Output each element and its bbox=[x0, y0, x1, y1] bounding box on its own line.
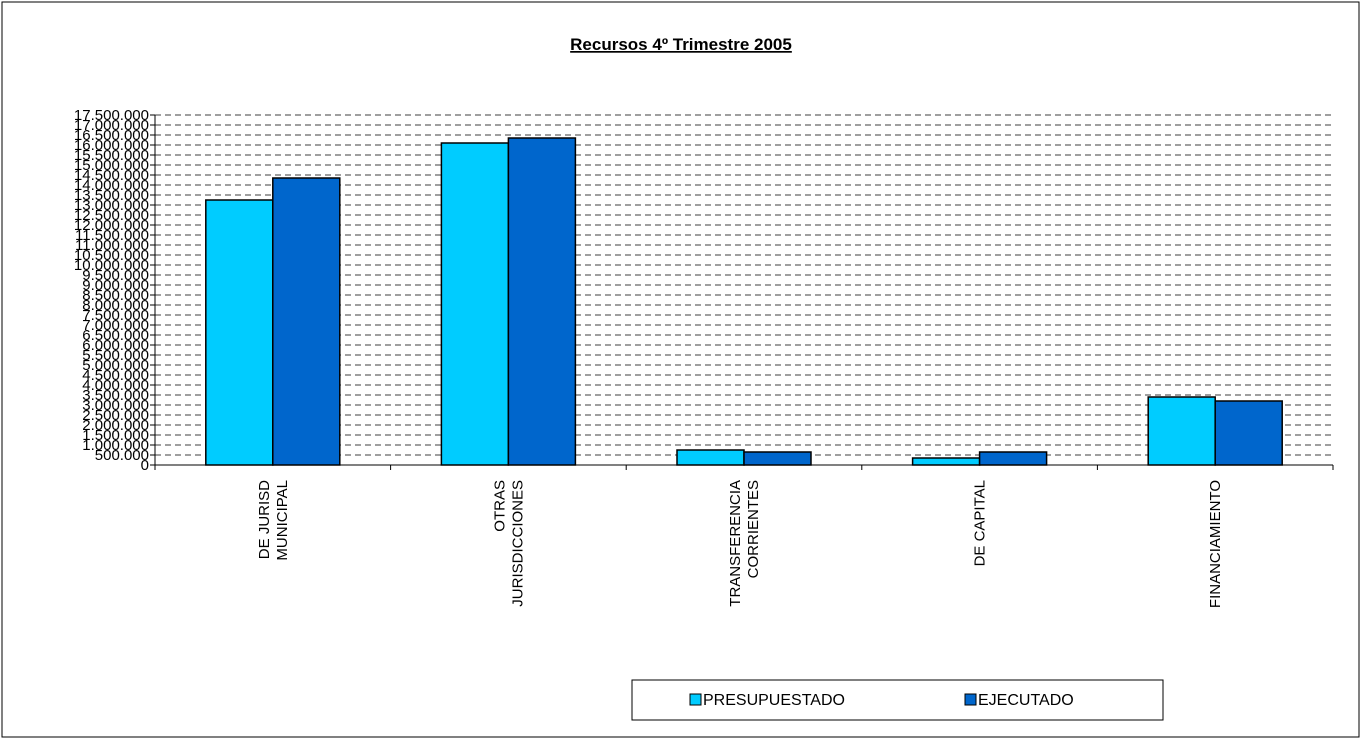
y-tick-label: 3.500.000 bbox=[82, 387, 149, 404]
y-tick-label: 5.000.000 bbox=[82, 357, 149, 374]
legend-label: PRESUPUESTADO bbox=[703, 692, 845, 709]
y-tick-label: 10.500.000 bbox=[74, 247, 149, 264]
y-tick-label: 13.500.000 bbox=[74, 187, 149, 204]
x-tick-label: DE JURISDMUNICIPAL bbox=[256, 480, 291, 561]
y-tick-label: 8.000.000 bbox=[82, 297, 149, 314]
y-tick-label: 4.000.000 bbox=[82, 377, 149, 394]
bar bbox=[676, 449, 745, 466]
y-tick-label: 11.500.000 bbox=[75, 227, 149, 244]
y-tick-label: 0 bbox=[141, 457, 149, 474]
bar bbox=[743, 451, 812, 466]
bar bbox=[1214, 400, 1283, 466]
y-tick-label: 6.500.000 bbox=[82, 327, 149, 344]
y-tick-label: 16.500.000 bbox=[74, 127, 149, 144]
y-tick-label: 16.000.000 bbox=[74, 137, 149, 154]
y-tick-label: 17.500.000 bbox=[74, 107, 149, 124]
chart-title: Recursos 4º Trimestre 2005 bbox=[570, 35, 792, 54]
bar bbox=[272, 177, 341, 466]
y-tick-label: 14.000.000 bbox=[74, 177, 149, 194]
y-tick-label: 7.000.000 bbox=[82, 317, 149, 334]
y-tick-label: 12.000.000 bbox=[74, 217, 149, 234]
plot-area bbox=[155, 115, 1333, 465]
y-tick-label: 10.000.000 bbox=[74, 257, 149, 274]
y-tick-label: 3.000.000 bbox=[82, 397, 149, 414]
legend-label: EJECUTADO bbox=[978, 692, 1074, 709]
y-tick-label: 11.000.000 bbox=[75, 237, 149, 254]
y-tick-label: 9.000.000 bbox=[82, 277, 149, 294]
bar bbox=[978, 451, 1048, 466]
bar bbox=[507, 137, 577, 466]
y-tick-label: 12.500.000 bbox=[74, 207, 149, 224]
y-tick-label: 15.500.000 bbox=[74, 147, 149, 164]
y-tick-label: 2.000.000 bbox=[82, 417, 149, 434]
bar bbox=[205, 199, 274, 466]
y-tick-label: 1.000.000 bbox=[82, 437, 149, 454]
x-tick-label: TRANSFERENCIACORRIENTES bbox=[727, 480, 762, 607]
x-tick-label: OTRASJURISDICCIONES bbox=[491, 480, 526, 607]
y-tick-label: 6.000.000 bbox=[82, 337, 149, 354]
y-tick-label: 500.000 bbox=[95, 447, 149, 464]
y-tick-label: 1.500.000 bbox=[82, 427, 149, 444]
legend-box bbox=[631, 679, 1164, 721]
x-tick-label: DE CAPITAL bbox=[972, 480, 989, 566]
y-tick-label: 9.500.000 bbox=[82, 267, 149, 284]
y-tick-label: 8.500.000 bbox=[82, 287, 149, 304]
bar bbox=[1147, 396, 1216, 466]
bar bbox=[911, 457, 981, 466]
bar bbox=[440, 142, 510, 466]
y-tick-label: 2.500.000 bbox=[82, 407, 149, 424]
y-tick-label: 5.500.000 bbox=[82, 347, 149, 364]
x-tick-label: FINANCIAMIENTO bbox=[1207, 480, 1224, 608]
y-tick-label: 7.500.000 bbox=[82, 307, 149, 324]
legend-swatch bbox=[689, 693, 702, 706]
y-tick-label: 4.500.000 bbox=[82, 367, 149, 384]
y-tick-label: 15.000.000 bbox=[74, 157, 149, 174]
legend-swatch bbox=[964, 693, 977, 706]
y-tick-label: 14.500.000 bbox=[74, 167, 149, 184]
y-tick-label: 17.000.000 bbox=[74, 117, 149, 134]
y-tick-label: 13.000.000 bbox=[74, 197, 149, 214]
